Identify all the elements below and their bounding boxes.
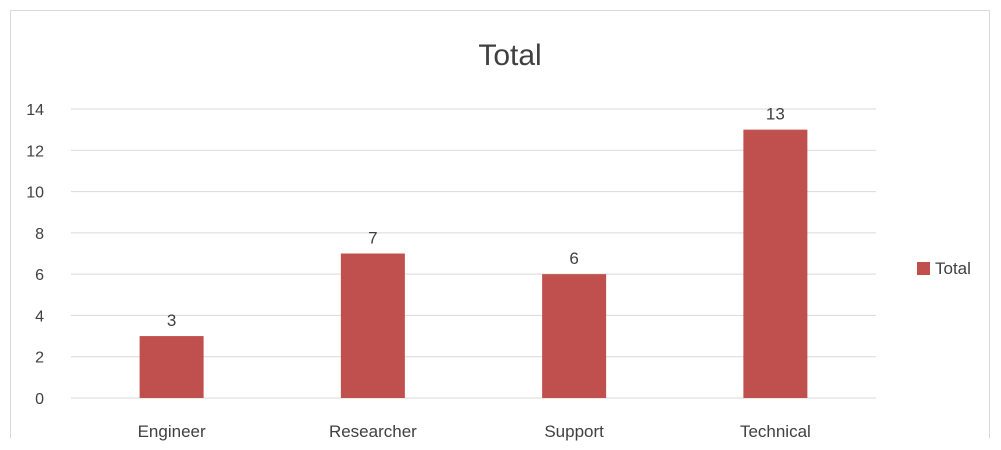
bar-technical — [743, 129, 808, 398]
y-tick-label: 8 — [35, 226, 44, 243]
x-tick-label-engineer: Engineer — [138, 422, 206, 441]
x-axis-category-labels: Engineer Researcher Support Technical — [138, 422, 811, 441]
y-axis-tick-labels: 0 2 4 6 8 10 12 14 — [26, 102, 44, 408]
legend-label: Total — [935, 259, 971, 278]
data-label-support: 6 — [569, 249, 578, 268]
x-tick-label-support: Support — [544, 422, 604, 441]
y-tick-label: 2 — [35, 350, 44, 367]
data-label-researcher: 7 — [368, 229, 377, 248]
bars — [139, 129, 808, 398]
y-tick-label: 10 — [26, 185, 44, 202]
gridlines — [71, 108, 876, 399]
legend: Total — [917, 259, 971, 278]
data-labels: 3 7 6 13 — [167, 105, 785, 330]
data-label-technical: 13 — [766, 105, 785, 124]
bar-support — [542, 274, 607, 398]
bar-researcher — [340, 253, 405, 398]
legend-swatch — [917, 262, 930, 275]
y-tick-label: 12 — [26, 143, 44, 160]
y-tick-label: 14 — [26, 102, 44, 119]
data-label-engineer: 3 — [167, 311, 176, 330]
x-tick-label-researcher: Researcher — [329, 422, 417, 441]
chart-title: Total — [478, 39, 541, 72]
y-tick-label: 4 — [35, 308, 44, 325]
x-tick-label-technical: Technical — [740, 422, 811, 441]
y-tick-label: 6 — [35, 267, 44, 284]
bar-engineer — [139, 336, 204, 398]
y-tick-label: 0 — [35, 391, 44, 408]
